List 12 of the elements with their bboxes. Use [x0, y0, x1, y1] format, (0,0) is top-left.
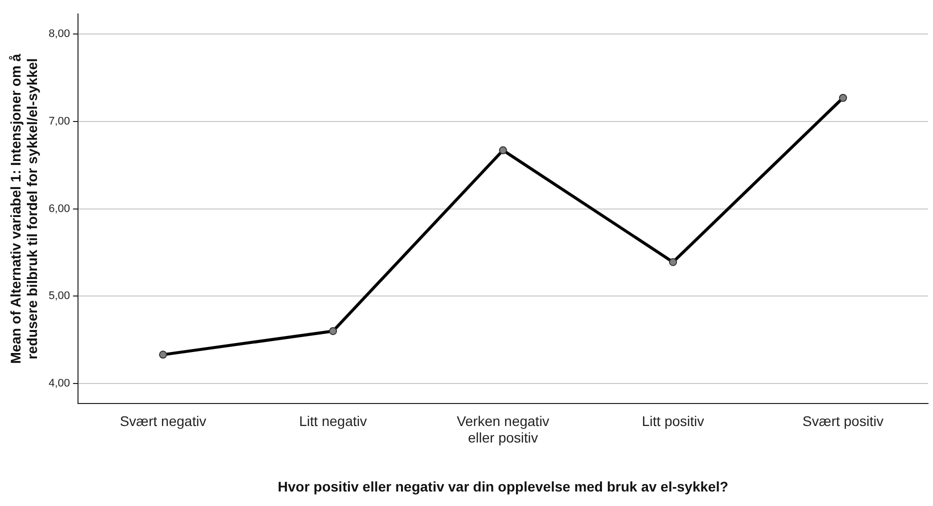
y-tick-label: 7,00 [48, 115, 70, 128]
y-tick-label: 5,00 [48, 290, 70, 302]
y-tick-label: 8,00 [48, 28, 70, 40]
x-axis-title: Hvor positiv eller negativ var din opplevelse med bruk av el-sykkel? [278, 478, 728, 494]
y-tick-label: 6,00 [48, 202, 70, 215]
y-tick-label: 4,00 [48, 378, 70, 390]
x-tick-label: Litt negativ [299, 412, 367, 429]
x-tick-label: Svært positiv [802, 412, 884, 429]
y-axis-title: Mean of Alternativ variabel 1: Intensjoner om å redusere bilbruk til fordel for sykkel/el-sykkel [7, 54, 40, 364]
x-tick-label: Litt positiv [642, 412, 704, 429]
x-tick-label: Verken negativ eller positiv [456, 412, 550, 446]
x-tick-label: Svært negativ [120, 412, 206, 429]
